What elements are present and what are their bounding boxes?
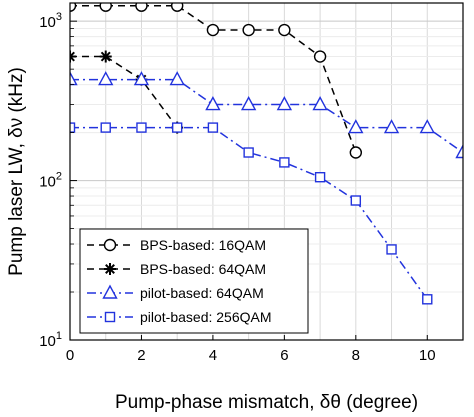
legend-label: BPS-based: 16QAM <box>140 237 266 253</box>
legend-label: pilot-based: 64QAM <box>140 285 264 301</box>
y-tick-label: 102 <box>39 171 62 191</box>
x-tick-label: 2 <box>137 347 145 364</box>
data-point <box>278 98 291 110</box>
x-tick-label: 4 <box>209 347 217 364</box>
data-point <box>280 158 289 167</box>
data-point <box>100 0 111 11</box>
data-point <box>104 263 116 275</box>
x-tick-label: 10 <box>419 347 436 364</box>
x-tick-label: 8 <box>352 347 360 364</box>
data-point <box>207 25 218 36</box>
x-axis-label: Pump-phase mismatch, δθ (degree) <box>115 392 418 413</box>
data-point <box>315 51 326 62</box>
y-tick-label: 101 <box>39 330 62 350</box>
data-point <box>350 147 361 158</box>
data-point <box>279 25 290 36</box>
data-point <box>171 73 184 85</box>
legend: BPS-based: 16QAM BPS-based: 64QAM pilot-ba… <box>80 229 308 333</box>
series-3 <box>64 73 470 158</box>
y-axis-label: Pump laser LW, δν (kHz) <box>6 67 27 276</box>
legend-label: BPS-based: 64QAM <box>140 261 266 277</box>
data-point <box>316 173 325 182</box>
data-point <box>208 123 217 132</box>
data-point <box>106 313 115 322</box>
data-point <box>349 121 362 133</box>
x-tick-label: 0 <box>66 347 74 364</box>
data-point <box>100 51 112 63</box>
data-point <box>351 196 360 205</box>
data-point <box>242 98 255 110</box>
data-point <box>314 98 327 110</box>
data-point <box>137 123 146 132</box>
data-point <box>172 0 183 11</box>
data-point <box>136 0 147 11</box>
data-point <box>105 240 116 251</box>
data-point <box>387 245 396 254</box>
data-point <box>244 148 253 157</box>
legend-label: pilot-based: 256QAM <box>140 309 272 325</box>
data-point <box>385 121 398 133</box>
data-point <box>99 73 112 85</box>
data-point <box>173 123 182 132</box>
data-point <box>206 98 219 110</box>
series-2 <box>64 51 183 134</box>
data-point <box>243 25 254 36</box>
series-line <box>70 80 463 153</box>
data-point <box>423 295 432 304</box>
data-point <box>101 123 110 132</box>
series-line <box>70 57 177 128</box>
data-point <box>421 121 434 133</box>
x-tick-label: 6 <box>280 347 288 364</box>
y-tick-label: 103 <box>39 11 62 31</box>
